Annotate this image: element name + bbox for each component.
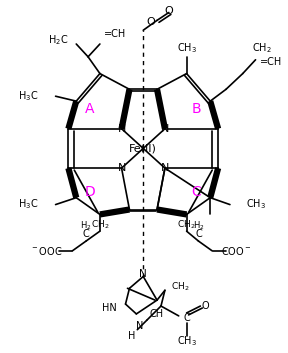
Text: N: N — [139, 269, 147, 279]
Text: HN: HN — [102, 303, 117, 313]
Text: O: O — [202, 301, 209, 311]
Text: C: C — [183, 313, 190, 323]
Text: N: N — [161, 124, 169, 134]
Text: H$_3$C: H$_3$C — [18, 89, 39, 103]
Text: H: H — [128, 331, 135, 341]
Text: CH$_3$: CH$_3$ — [246, 198, 266, 211]
Text: CH$_3$: CH$_3$ — [177, 335, 197, 348]
Text: C: C — [83, 229, 90, 239]
Text: CH$_2$: CH$_2$ — [171, 280, 190, 293]
Text: =CH: =CH — [259, 57, 282, 67]
Text: N: N — [161, 163, 169, 173]
Text: CH: CH — [150, 309, 164, 319]
Text: N: N — [118, 163, 126, 173]
Text: N: N — [136, 321, 143, 331]
Text: C: C — [192, 185, 201, 199]
Text: C: C — [195, 229, 202, 239]
Text: H$_2$C: H$_2$C — [48, 33, 68, 47]
Text: CH$_2$: CH$_2$ — [252, 41, 271, 55]
Text: A: A — [85, 102, 95, 116]
Text: D: D — [85, 185, 95, 199]
Text: O: O — [147, 17, 156, 27]
Text: CH$_2$: CH$_2$ — [177, 218, 196, 231]
Text: H$_3$C: H$_3$C — [18, 198, 39, 211]
Text: B: B — [192, 102, 201, 116]
Text: N: N — [118, 124, 126, 134]
Text: O: O — [164, 6, 173, 16]
Text: $^-$OOC: $^-$OOC — [30, 245, 62, 257]
Text: CH$_2$: CH$_2$ — [91, 218, 109, 231]
Text: COO$^-$: COO$^-$ — [221, 245, 251, 257]
Text: =CH: =CH — [104, 29, 126, 39]
Text: H$_2$: H$_2$ — [80, 219, 92, 232]
Text: CH$_3$: CH$_3$ — [177, 41, 197, 55]
Text: Fe(II): Fe(II) — [129, 143, 157, 154]
Text: H$_2$: H$_2$ — [193, 219, 204, 232]
